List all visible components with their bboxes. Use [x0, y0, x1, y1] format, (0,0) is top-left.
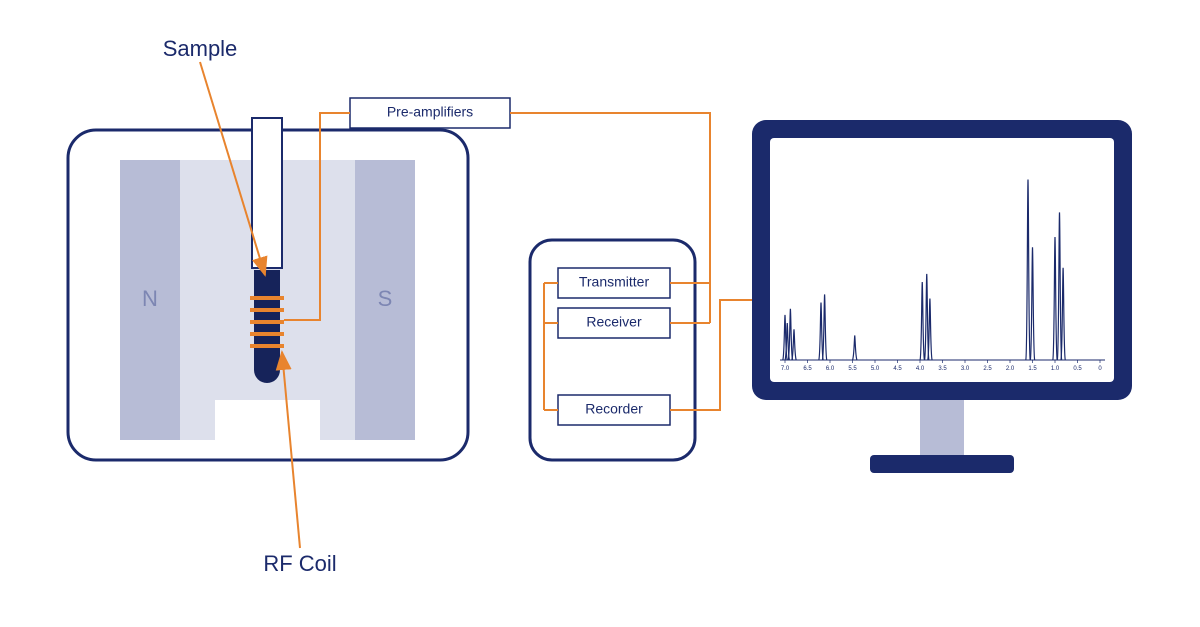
- axis-tick-label: 1.5: [1028, 366, 1037, 372]
- axis-tick-label: 4.0: [916, 366, 925, 372]
- magnet-south-label: S: [378, 286, 393, 311]
- recorder-label: Recorder: [585, 401, 643, 417]
- monitor-neck: [920, 400, 964, 455]
- axis-tick-label: 6.5: [803, 366, 812, 372]
- axis-tick-label: 2.5: [983, 366, 992, 372]
- axis-tick-label: 3.5: [938, 366, 947, 372]
- transmitter-label: Transmitter: [579, 274, 650, 290]
- axis-tick-label: 7.0: [781, 366, 790, 372]
- receiver-label: Receiver: [586, 314, 642, 330]
- axis-tick-label: 4.5: [893, 366, 902, 372]
- axis-tick-label: 5.5: [848, 366, 857, 372]
- preamp-label: Pre-amplifiers: [387, 104, 473, 120]
- sample-callout-label: Sample: [163, 36, 238, 61]
- monitor: 7.0 6.5 6.0 5.5 5.0 4.5 4.0 3.5 3.0 2.5 2.0 1.5 1.0 0…: [752, 120, 1132, 473]
- axis-tick-label: 6.0: [826, 366, 835, 372]
- rfcoil-callout-label: RF Coil: [263, 551, 336, 576]
- axis-tick-label: 5.0: [871, 366, 880, 372]
- chamber-floor: [215, 400, 320, 440]
- electronics-module: Transmitter Receiver Recorder: [530, 240, 695, 460]
- monitor-base: [870, 455, 1014, 473]
- nmr-diagram: N S Sample RF Coil Pre-amplifiers Transm…: [0, 0, 1200, 627]
- sample-fill: [254, 270, 280, 383]
- magnet-north-label: N: [142, 286, 158, 311]
- magnet-module: N S: [68, 118, 468, 460]
- axis-tick-label: 1.0: [1051, 366, 1060, 372]
- axis-tick-label: 3.0: [961, 366, 970, 372]
- axis-tick-label: 2.0: [1006, 366, 1015, 372]
- axis-tick-label: 0.5: [1073, 366, 1082, 372]
